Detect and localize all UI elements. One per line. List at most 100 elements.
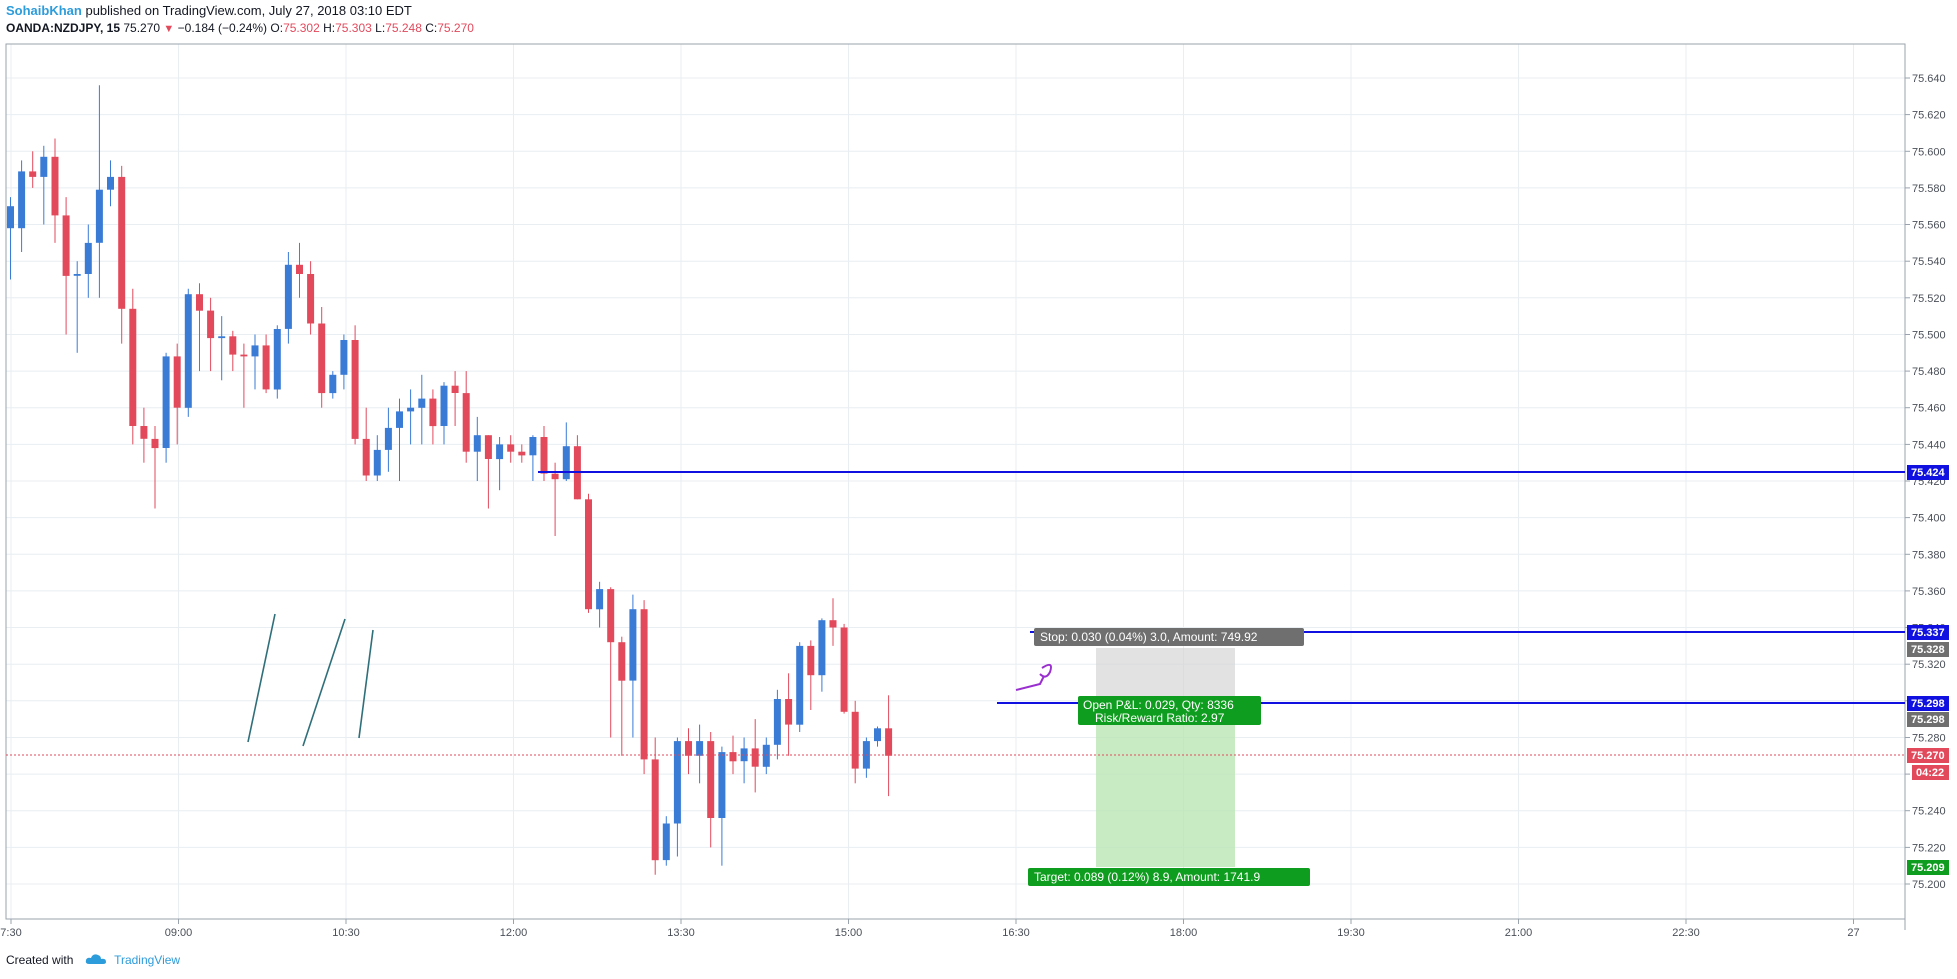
- x-tick-label: 21:00: [1505, 927, 1533, 939]
- y-tick-label: 75.220: [1912, 842, 1946, 854]
- close-label: C:: [425, 21, 438, 35]
- candle-body: [251, 345, 259, 357]
- candle-body: [696, 741, 704, 756]
- plot-frame: [5, 43, 1906, 930]
- candle-body: [273, 329, 281, 390]
- candle-body: [262, 345, 270, 390]
- stop-label-box: [1034, 628, 1304, 646]
- last-axis-label: 75.270: [1911, 750, 1945, 762]
- tradingview-brand-link[interactable]: TradingView: [114, 953, 181, 967]
- candle-body: [407, 407, 415, 412]
- candle-body: [851, 711, 859, 769]
- candle-body: [651, 759, 659, 861]
- risk-reward-zone: [1096, 648, 1235, 867]
- candle-body: [218, 336, 226, 339]
- candle-body: [484, 435, 492, 459]
- x-tick-label: 16:30: [1002, 927, 1030, 939]
- y-tick-label: 75.280: [1912, 733, 1946, 745]
- publish-info: SohaibKhan published on TradingView.com,…: [6, 3, 412, 18]
- target-label: Target: 0.089 (0.12%) 8.9, Amount: 1741.…: [1034, 870, 1260, 884]
- risk-reward-label: Risk/Reward Ratio: 2.97: [1095, 711, 1225, 725]
- author-link[interactable]: SohaibKhan: [6, 3, 82, 18]
- candle: [874, 726, 881, 747]
- candle-body: [129, 308, 137, 426]
- y-tick-label: 75.540: [1912, 256, 1946, 268]
- candle-body: [340, 340, 348, 375]
- candle: [607, 587, 615, 738]
- low-value: 75.248: [385, 21, 422, 35]
- candle-body: [7, 206, 14, 229]
- axis-price-labels: 75.424 75.337 75.328 75.298 75.298 75.27…: [1907, 465, 1949, 875]
- candle-body: [885, 728, 893, 756]
- candle-body: [318, 323, 326, 394]
- candle-body: [184, 294, 192, 408]
- candle-body: [729, 752, 737, 762]
- candle: [29, 151, 37, 188]
- candle-body: [73, 274, 81, 276]
- candle: [785, 673, 793, 756]
- candle-body: [51, 156, 59, 216]
- candle: [473, 416, 481, 481]
- y-tick-label: 75.380: [1912, 549, 1946, 561]
- y-tick-label: 75.480: [1912, 366, 1946, 378]
- position-labels: Stop: 0.030 (0.04%) 3.0, Amount: 749.92 …: [1028, 628, 1310, 886]
- y-tick-label: 75.320: [1912, 659, 1946, 671]
- candle: [151, 426, 159, 509]
- candle-body: [840, 627, 848, 712]
- trend-line: [302, 618, 346, 747]
- candle-body: [596, 589, 604, 610]
- candle: [696, 724, 704, 784]
- stop-zone: [1096, 648, 1235, 704]
- candle-body: [118, 176, 126, 309]
- candle-body: [329, 374, 337, 394]
- candle: [440, 382, 448, 445]
- high-label: H:: [323, 21, 336, 35]
- candle: [173, 343, 181, 445]
- candle: [240, 343, 248, 408]
- x-tick-label: 12:00: [500, 927, 528, 939]
- candle-body: [629, 609, 637, 681]
- y-tick-label: 75.400: [1912, 513, 1946, 525]
- candle: [296, 242, 303, 298]
- trend-line: [358, 629, 374, 739]
- candle-body: [451, 385, 459, 393]
- candle-body: [362, 438, 370, 476]
- candle-body: [29, 171, 37, 177]
- time-axis: 7:30 09:00 10:30 12:00 13:30 15:00 16:30 18:00 1…: [0, 919, 1860, 939]
- x-tick-label: 09:00: [165, 927, 193, 939]
- candle: [196, 283, 203, 372]
- candle-body: [685, 741, 692, 756]
- candle: [229, 330, 237, 372]
- candle: [829, 598, 837, 646]
- candle-body: [874, 728, 881, 742]
- candle: [384, 407, 392, 472]
- candle: [262, 334, 270, 394]
- y-tick-label: 75.560: [1912, 220, 1946, 232]
- last-price: 75.270: [123, 21, 161, 35]
- y-tick-label: 75.200: [1912, 879, 1946, 891]
- candle-body: [785, 699, 793, 725]
- candle: [84, 224, 92, 298]
- candle-body: [429, 398, 437, 427]
- candle-body: [418, 398, 426, 408]
- target-label-box: [1028, 868, 1310, 886]
- trend-line: [247, 613, 276, 743]
- y-tick-label: 75.440: [1912, 439, 1946, 451]
- entry-gray-axis-label: 75.298: [1911, 714, 1945, 726]
- candle-body: [662, 823, 670, 861]
- countdown-label: 04:22: [1916, 767, 1944, 779]
- target-axis-label: 75.209: [1911, 862, 1945, 874]
- candle: [429, 389, 437, 445]
- candle: [718, 746, 726, 866]
- candle: [507, 435, 515, 463]
- candle-body: [151, 438, 159, 449]
- y-tick-label: 75.520: [1912, 293, 1946, 305]
- candle-body: [95, 189, 103, 243]
- candle: [307, 261, 315, 335]
- candle-body: [384, 427, 392, 450]
- pnl-label: Open P&L: 0.029, Qty: 8336: [1083, 698, 1234, 712]
- y-tick-label: 75.360: [1912, 586, 1946, 598]
- candle: [818, 618, 826, 692]
- y-tick-label: 75.600: [1912, 146, 1946, 158]
